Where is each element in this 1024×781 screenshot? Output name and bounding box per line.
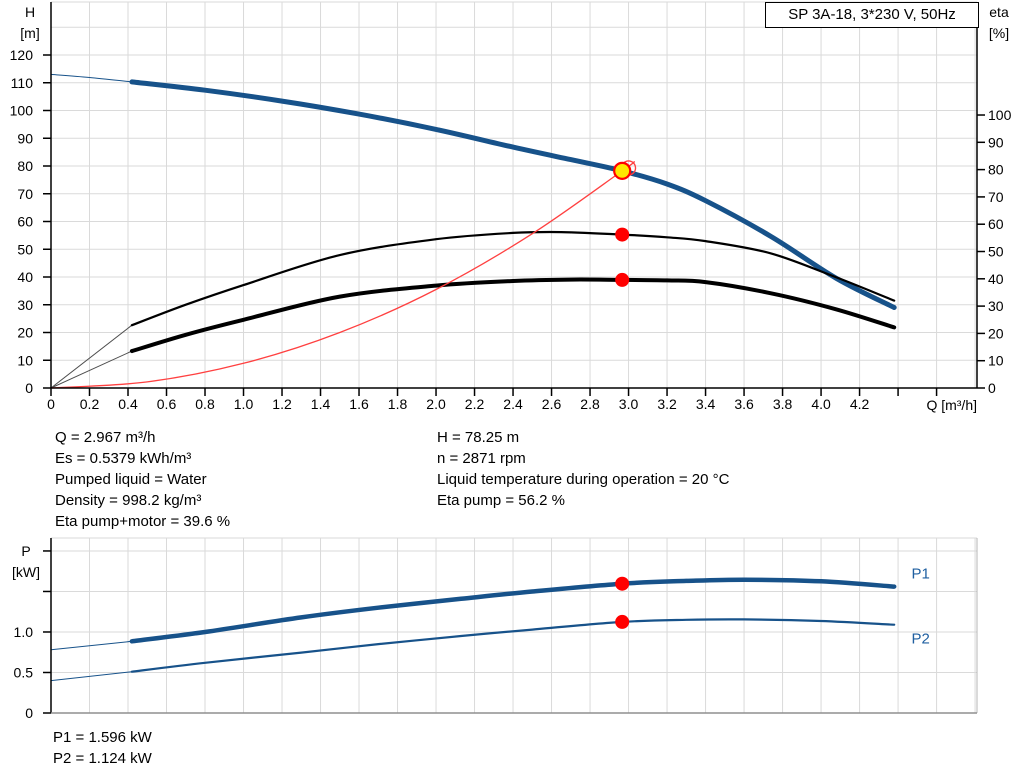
- tick-label: 0.6: [157, 396, 177, 412]
- series-label-p1: P1: [912, 566, 930, 583]
- info-q: Q = 2.967 m³/h: [55, 429, 156, 446]
- tick-label: 1.6: [349, 396, 369, 412]
- tick-label: 30: [988, 298, 1004, 314]
- info-h: H = 78.25 m: [437, 429, 520, 446]
- tick-label: 2.0: [426, 396, 446, 412]
- p1-curve: [129, 577, 897, 644]
- tick-label: 0: [47, 396, 55, 412]
- tick-label: 90: [17, 130, 33, 146]
- tick-label: 1.0: [234, 396, 254, 412]
- series-label-p2: P2: [912, 630, 930, 647]
- tick-label: 40: [988, 271, 1004, 287]
- info-liquid-temperature: Liquid temperature during operation = 20…: [437, 471, 730, 488]
- eta-axis-unit-label: eta [%]: [979, 2, 1019, 44]
- pump-title-box: SP 3A-18, 3*230 V, 50Hz: [765, 2, 979, 28]
- p1-point: [615, 576, 630, 591]
- h-axis-unit-label: H [m]: [10, 2, 50, 44]
- duty-info-right: H = 78.25 m n = 2871 rpm Liquid temperat…: [437, 427, 729, 511]
- tick-label: 60: [988, 216, 1004, 232]
- tick-label: 100: [988, 107, 1012, 123]
- tick-label: 70: [17, 186, 33, 202]
- tick-label: 4.0: [811, 396, 831, 412]
- eta-pump-lead: [50, 324, 133, 389]
- eta-axis-unit: [%]: [988, 25, 1010, 41]
- duty-info-left: Q = 2.967 m³/h Es = 0.5379 kWh/m³ Pumped…: [55, 427, 230, 532]
- tick-label: 3.0: [619, 396, 639, 412]
- info-eta-pump-motor: Eta pump+motor = 39.6 %: [55, 513, 231, 530]
- p-axis-name: P: [21, 543, 31, 559]
- system-curve: [50, 161, 635, 389]
- tick-label: 110: [11, 75, 34, 91]
- eta-axis-name: eta: [989, 4, 1009, 20]
- tick-label: 1.4: [311, 396, 331, 412]
- info-p2: P2 = 1.124 kW: [53, 750, 152, 767]
- tick-label: 10: [988, 353, 1004, 369]
- tick-label: 2.4: [503, 396, 523, 412]
- tick-label: 50: [988, 244, 1004, 260]
- tick-label: 2.8: [580, 396, 600, 412]
- pump-curve: [129, 79, 897, 310]
- tick-label: 60: [17, 214, 33, 230]
- p2-curve: [130, 618, 896, 673]
- tick-label: 3.2: [657, 396, 677, 412]
- eta-pump-motor: [129, 277, 897, 354]
- info-es: Es = 0.5379 kWh/m³: [55, 450, 192, 467]
- tick-label: 80: [17, 158, 33, 174]
- tick-label: 20: [988, 325, 1004, 341]
- tick-label: 80: [988, 162, 1004, 178]
- eta-pump-motor-lead: [50, 350, 133, 389]
- eta-pump: [130, 230, 896, 327]
- tick-label: 0.2: [80, 396, 100, 412]
- tick-label: 10: [17, 352, 33, 368]
- tick-label: 50: [17, 241, 33, 257]
- tick-label: 70: [988, 189, 1004, 205]
- tick-label: 0.4: [118, 396, 138, 412]
- h-axis-name: H: [24, 4, 36, 20]
- p1-lead: [50, 640, 133, 651]
- info-eta-pump: Eta pump = 56.2 %: [437, 492, 565, 509]
- p-axis-unit: [kW]: [12, 564, 40, 580]
- tick-label: 0: [25, 705, 33, 721]
- tick-label: 0: [988, 380, 996, 396]
- tick-label: 120: [10, 47, 34, 63]
- eta-pump-motor-point: [615, 272, 630, 287]
- p2-lead: [50, 671, 133, 682]
- tick-label: 0.5: [14, 664, 34, 680]
- tick-label: 4.2: [850, 396, 870, 412]
- tick-label: 2.2: [465, 396, 485, 412]
- tick-label: 3.4: [696, 396, 716, 412]
- tick-label: 0.8: [195, 396, 215, 412]
- info-p1: P1 = 1.596 kW: [53, 729, 152, 746]
- power-info: P1 = 1.596 kW P2 = 1.124 kW: [53, 727, 152, 769]
- eta-pump-point: [615, 227, 630, 242]
- q-axis-unit-label: Q [m³/h]: [926, 397, 977, 413]
- tick-label: 1.0: [14, 624, 34, 640]
- info-n: n = 2871 rpm: [437, 450, 526, 467]
- duty-point: [613, 161, 632, 180]
- tick-label: 20: [17, 325, 33, 341]
- info-pumped-liquid: Pumped liquid = Water: [55, 471, 207, 488]
- tick-label: 100: [10, 103, 34, 119]
- tick-label: 2.6: [542, 396, 562, 412]
- tick-label: 3.6: [734, 396, 754, 412]
- h-axis-unit: [m]: [20, 25, 40, 41]
- p-axis-unit-label: P [kW]: [6, 541, 46, 583]
- tick-label: 90: [988, 134, 1004, 150]
- tick-label: 30: [17, 297, 33, 313]
- tick-label: 3.8: [773, 396, 793, 412]
- tick-label: 1.8: [388, 396, 408, 412]
- tick-label: 0: [25, 380, 33, 396]
- tick-label: 40: [17, 269, 33, 285]
- p2-point: [615, 614, 630, 629]
- info-density: Density = 998.2 kg/m³: [55, 492, 202, 509]
- pump-curve-lead: [50, 73, 133, 83]
- tick-label: 1.2: [272, 396, 292, 412]
